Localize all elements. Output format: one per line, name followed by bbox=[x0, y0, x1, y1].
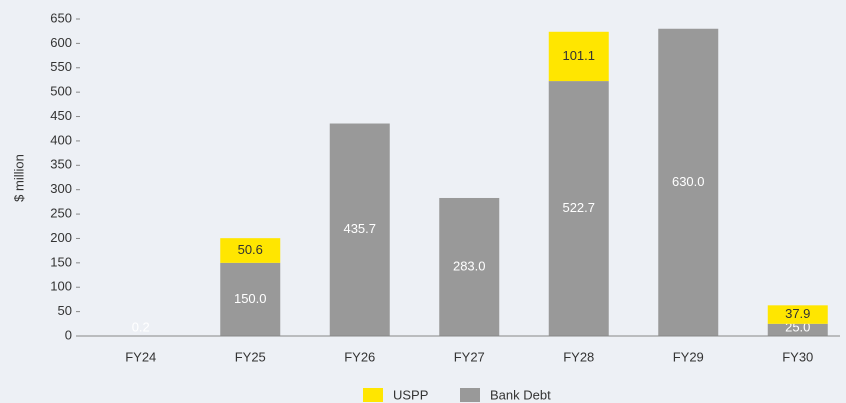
data-label: 50.6 bbox=[238, 242, 263, 257]
data-label: 630.0 bbox=[672, 174, 705, 189]
data-label: 150.0 bbox=[234, 291, 267, 306]
bar-segment bbox=[220, 262, 281, 336]
y-tick-label: 0 bbox=[65, 327, 72, 342]
x-tick-label: FY25 bbox=[235, 349, 266, 364]
bar-segment bbox=[658, 28, 719, 336]
bar-segment bbox=[767, 305, 828, 324]
y-tick-label: 100 bbox=[50, 279, 72, 294]
legend-label: Bank Debt bbox=[490, 387, 551, 402]
bar-segment bbox=[329, 123, 390, 337]
legend-swatch bbox=[363, 388, 383, 402]
y-axis-label: $ million bbox=[11, 154, 26, 202]
bar-segment bbox=[767, 323, 828, 336]
x-tick-label: FY27 bbox=[454, 349, 485, 364]
y-tick-label: 500 bbox=[50, 84, 72, 99]
data-label: 0.2 bbox=[132, 319, 150, 334]
x-tick-label: FY24 bbox=[125, 349, 156, 364]
y-tick-label: 600 bbox=[50, 35, 72, 50]
data-label: 37.9 bbox=[785, 306, 810, 321]
data-label: 283.0 bbox=[453, 258, 486, 273]
x-tick-label: FY28 bbox=[563, 349, 594, 364]
y-tick-label: 350 bbox=[50, 157, 72, 172]
y-tick-label: 400 bbox=[50, 132, 72, 147]
data-label: 101.1 bbox=[562, 48, 595, 63]
bar-segment bbox=[548, 31, 609, 82]
x-tick-label: FY26 bbox=[344, 349, 375, 364]
data-label: 435.7 bbox=[343, 221, 376, 236]
y-tick-label: 200 bbox=[50, 230, 72, 245]
y-tick-label: 550 bbox=[50, 59, 72, 74]
y-tick-label: 300 bbox=[50, 181, 72, 196]
bar-segment bbox=[439, 197, 500, 336]
y-tick-label: 50 bbox=[58, 303, 72, 318]
data-label: 522.7 bbox=[562, 200, 595, 215]
y-tick-label: 450 bbox=[50, 108, 72, 123]
y-tick-label: 150 bbox=[50, 254, 72, 269]
bar-segment bbox=[548, 81, 609, 337]
legend-swatch bbox=[460, 388, 480, 402]
y-tick-label: 250 bbox=[50, 206, 72, 221]
x-tick-label: FY29 bbox=[673, 349, 704, 364]
bar-segment bbox=[220, 238, 281, 263]
x-tick-label: FY30 bbox=[782, 349, 813, 364]
y-tick-label: 650 bbox=[50, 10, 72, 25]
legend-label: USPP bbox=[393, 387, 428, 402]
